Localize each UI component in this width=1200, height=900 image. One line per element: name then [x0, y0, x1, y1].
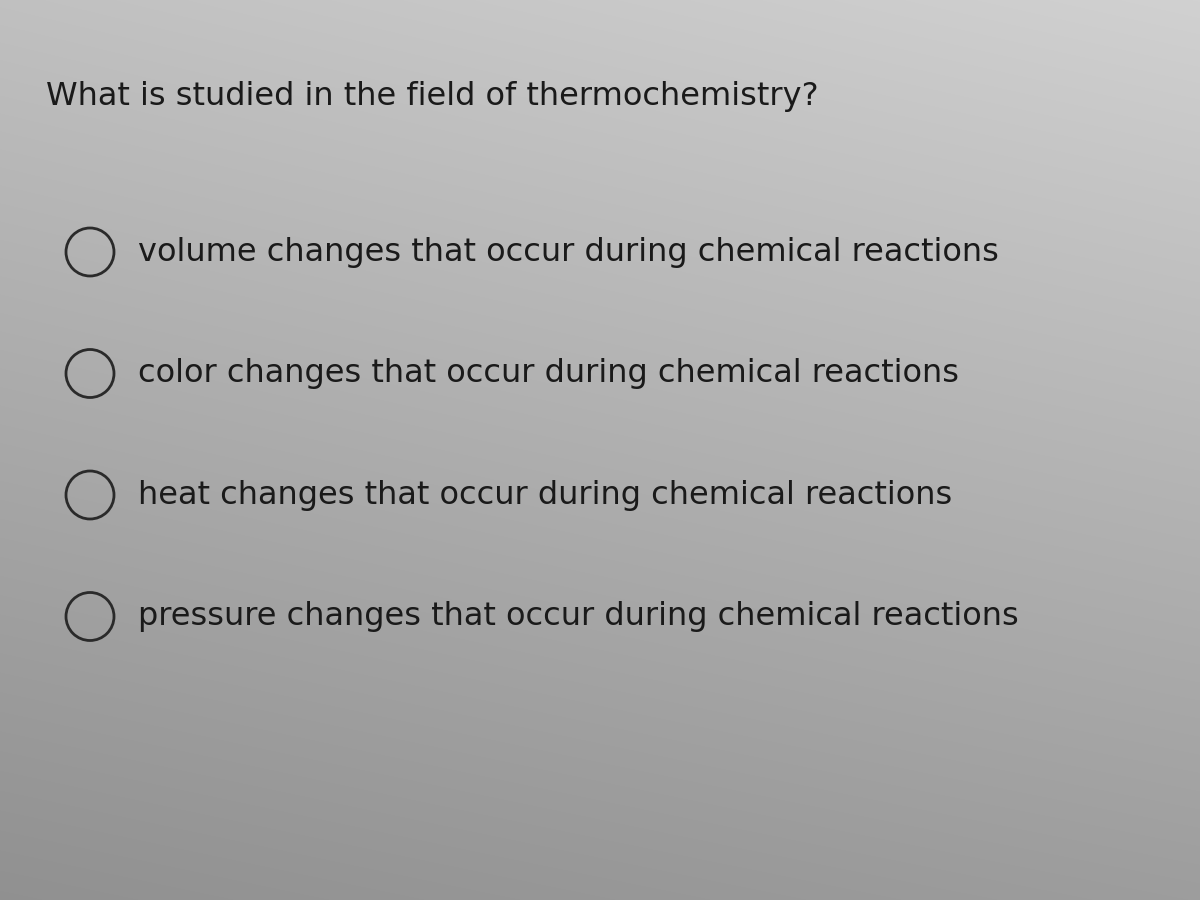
Text: pressure changes that occur during chemical reactions: pressure changes that occur during chemi… — [138, 601, 1019, 632]
Text: volume changes that occur during chemical reactions: volume changes that occur during chemica… — [138, 237, 998, 267]
Text: heat changes that occur during chemical reactions: heat changes that occur during chemical … — [138, 480, 953, 510]
Text: What is studied in the field of thermochemistry?: What is studied in the field of thermoch… — [46, 81, 818, 112]
Text: color changes that occur during chemical reactions: color changes that occur during chemical… — [138, 358, 959, 389]
